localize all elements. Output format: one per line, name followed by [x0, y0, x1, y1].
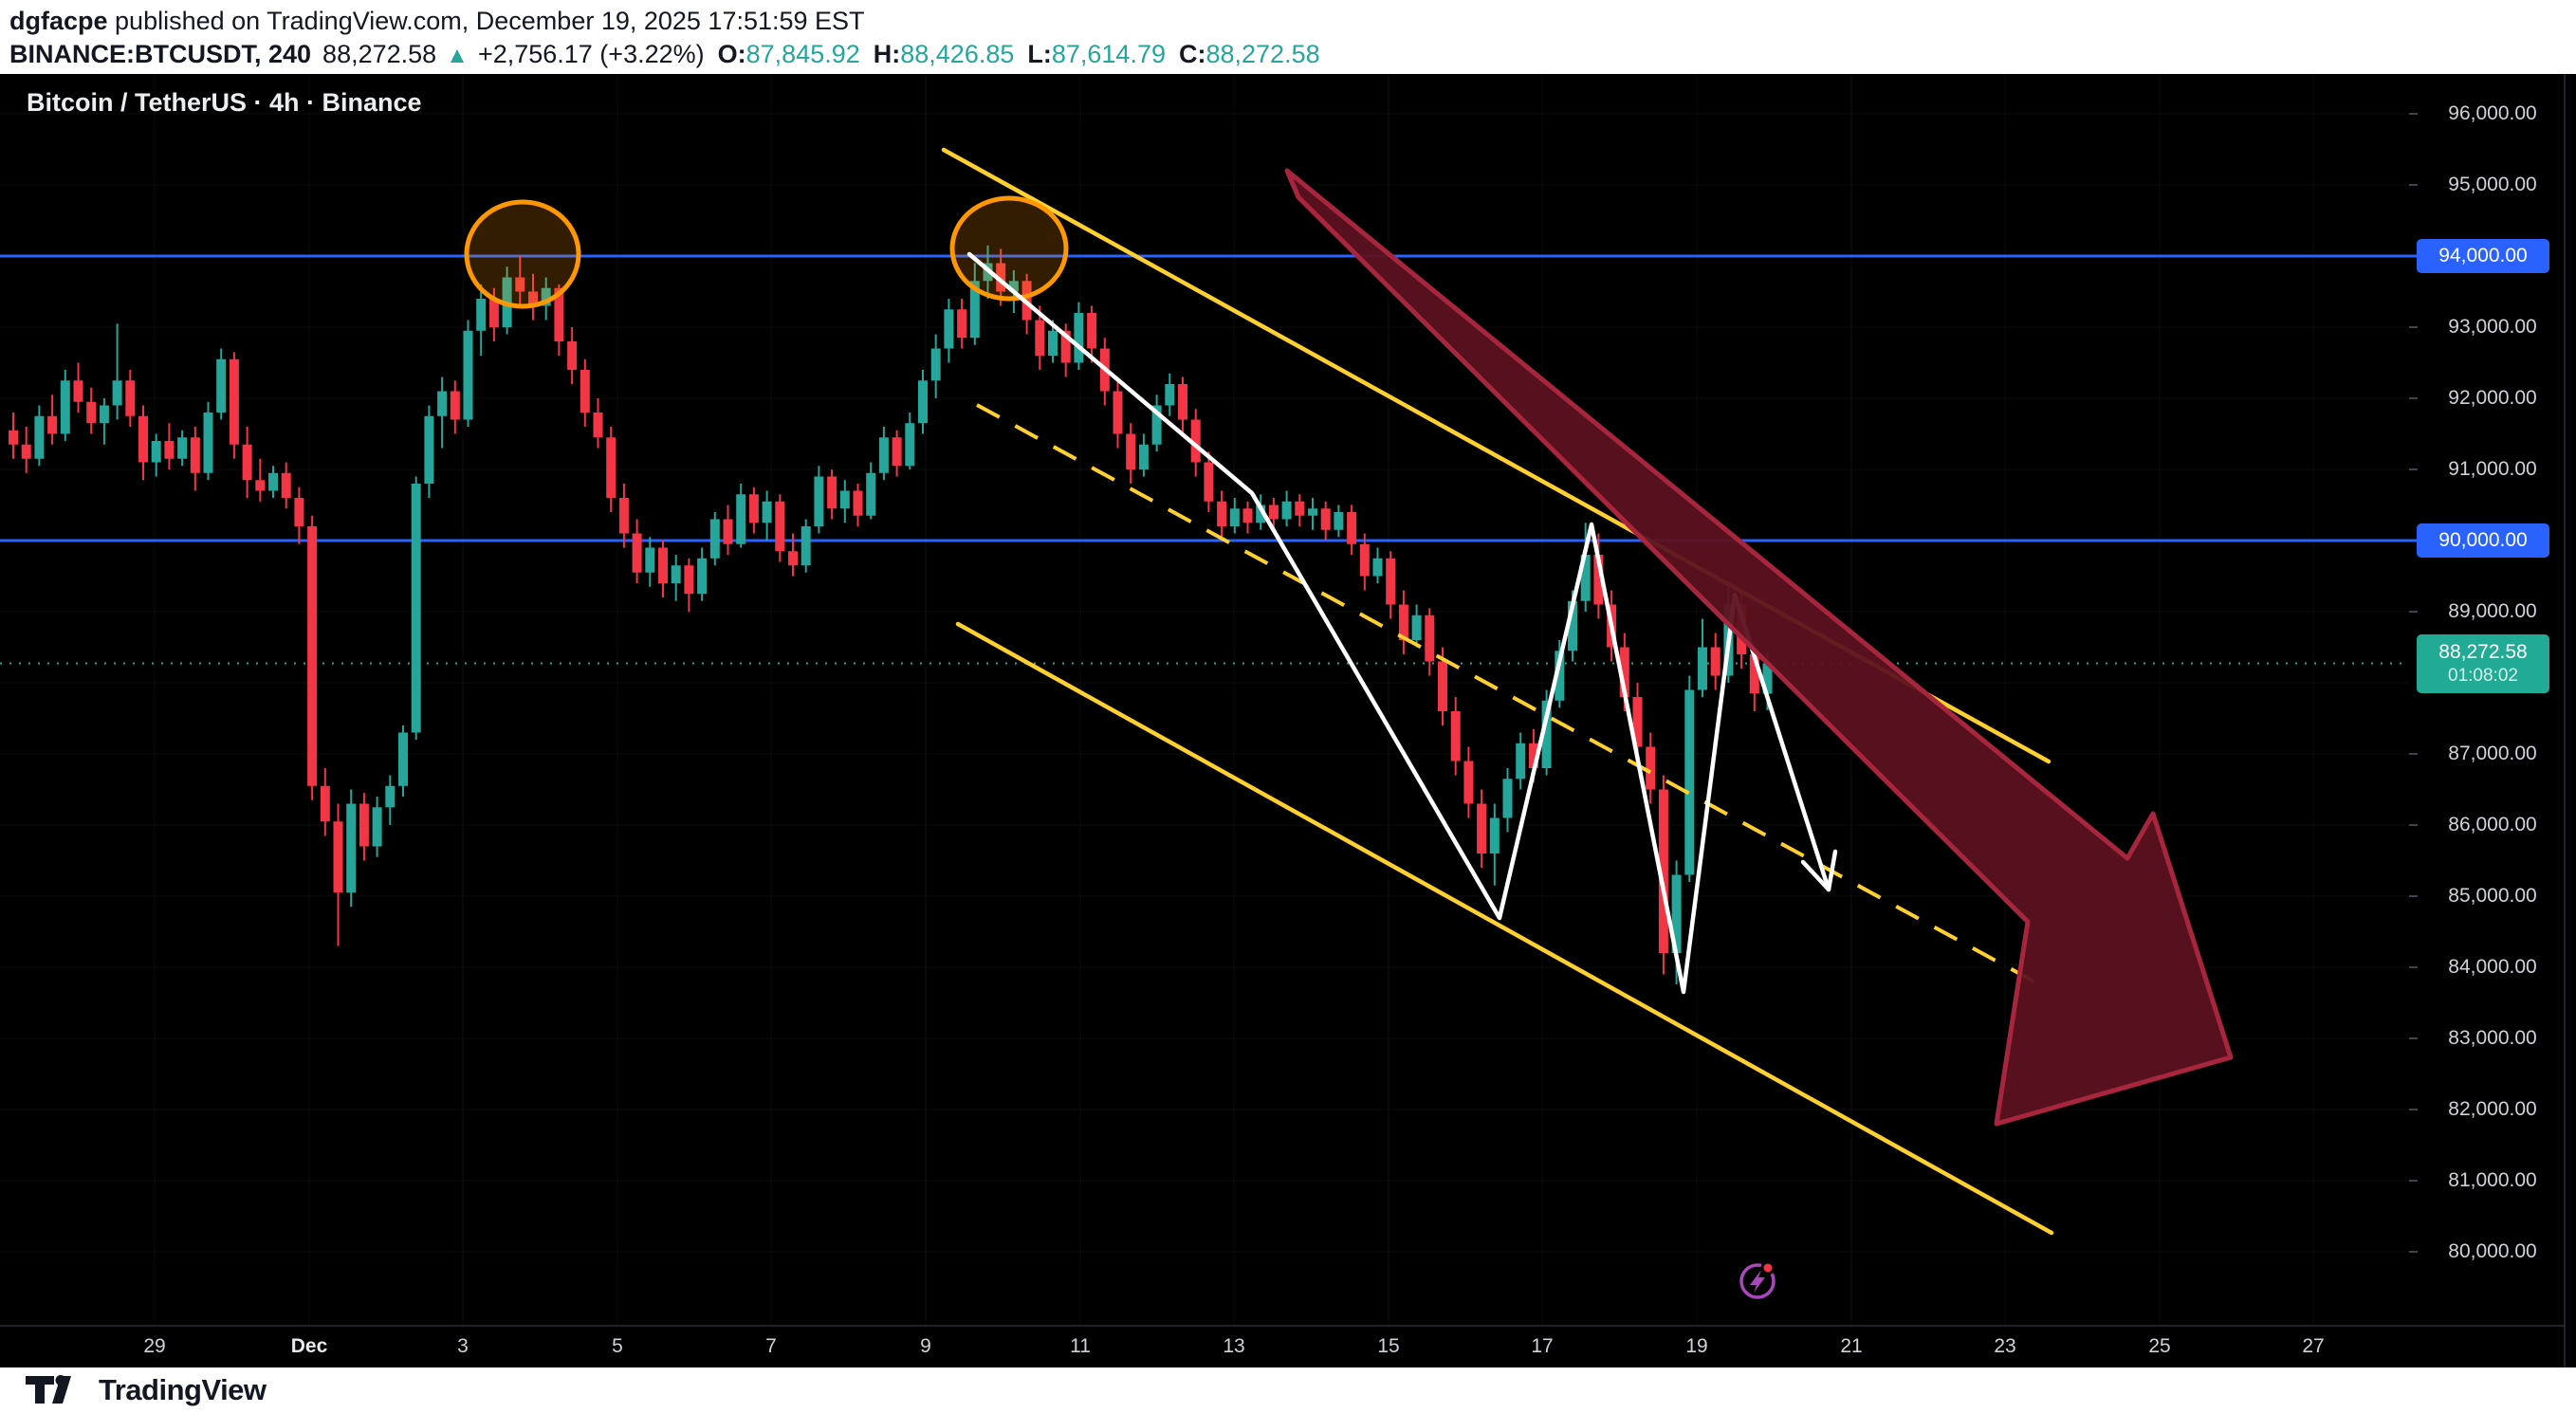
candlestick-series — [9, 245, 1773, 984]
author-name: dgfacpe — [9, 7, 108, 35]
channel-lower-line — [955, 621, 2054, 1236]
bar-countdown: 01:08:02 — [2448, 665, 2518, 686]
ohlc-value: 88,272.58 — [1205, 40, 1320, 68]
time-axis-label: 27 — [2302, 1335, 2325, 1357]
time-axis-label: 29 — [143, 1335, 166, 1357]
price-axis-label: 96,000.00 — [2448, 102, 2537, 124]
up-triangle-icon: ▲ — [446, 43, 469, 68]
channel-midline-dashed — [976, 403, 2040, 986]
time-axis-label: 5 — [612, 1335, 623, 1357]
support-price-label: 90,000.00 — [2417, 523, 2549, 558]
price-axis-label: 83,000.00 — [2448, 1027, 2537, 1049]
price-axis-label: 91,000.00 — [2448, 458, 2537, 480]
chart-pane[interactable]: Bitcoin / TetherUS · 4h · Binance 96,000… — [0, 74, 2576, 1367]
lightning-icon[interactable] — [1739, 1260, 1776, 1299]
time-axis-label: Dec — [290, 1335, 328, 1357]
price-axis-label: 95,000.00 — [2448, 174, 2537, 195]
tradingview-logo-icon[interactable] — [25, 1371, 87, 1409]
price-axis-label: 89,000.00 — [2448, 600, 2537, 622]
ohlc-key: O: — [717, 40, 746, 68]
price-axis-label: 92,000.00 — [2448, 387, 2537, 409]
ohlc-value: 88,426.85 — [900, 40, 1015, 68]
tradingview-brand[interactable]: TradingView — [99, 1373, 267, 1406]
publish-header: dgfacpe published on TradingView.com, De… — [0, 0, 2576, 74]
price-axis-label: 87,000.00 — [2448, 743, 2537, 764]
symbol-status-line: BINANCE:BTCUSDT, 240 88,272.58 ▲ +2,756.17 … — [9, 40, 1320, 69]
time-axis-label: 21 — [1840, 1335, 1863, 1357]
ohlc-values: O:87,845.92 H:88,426.85 L:87,614.79 C:88,27… — [705, 40, 1320, 68]
chart-legend: Bitcoin / TetherUS · 4h · Binance — [27, 88, 422, 117]
time-axis-label: 15 — [1377, 1335, 1400, 1357]
chart-canvas[interactable] — [0, 74, 2576, 1367]
price-axis-label: 86,000.00 — [2448, 814, 2537, 835]
time-axis-label: 3 — [457, 1335, 469, 1357]
highlight-circle-1 — [464, 199, 581, 309]
price-axis-label: 85,000.00 — [2448, 885, 2537, 907]
ohlc-value: 87,845.92 — [745, 40, 860, 68]
time-axis-label: 7 — [765, 1335, 777, 1357]
highlight-circle-2 — [949, 195, 1069, 302]
support-price-label: 94,000.00 — [2417, 239, 2549, 273]
time-axis[interactable]: 29 Dec 3 5 7 9 11 13 15 17 19 21 23 25 27 — [0, 1326, 2576, 1367]
grid-lines — [0, 74, 2409, 1326]
price-axis-label: 81,000.00 — [2448, 1169, 2537, 1191]
time-axis-label: 11 — [1070, 1335, 1091, 1357]
ohlc-key: C: — [1178, 40, 1206, 68]
time-axis-label: 13 — [1223, 1335, 1245, 1357]
price-axis[interactable]: 96,000.00 95,000.00 93,000.00 92,000.00 91,0… — [2409, 74, 2576, 1326]
price-change: +2,756.17 (+3.22%) — [477, 40, 705, 68]
ohlc-key: L: — [1027, 40, 1052, 68]
last-price: 88,272.58 — [322, 40, 437, 68]
current-price-label: 88,272.58 01:08:02 — [2417, 633, 2549, 693]
time-axis-label: 25 — [2148, 1335, 2171, 1357]
support-resistance-lines — [0, 254, 2409, 542]
ohlc-value: 87,614.79 — [1051, 40, 1166, 68]
symbol-interval: BINANCE:BTCUSDT, 240 — [9, 40, 312, 68]
red-down-arrow — [1284, 168, 2234, 1127]
ohlc-key: H: — [873, 40, 901, 68]
price-axis-label: 84,000.00 — [2448, 956, 2537, 978]
time-axis-label: 17 — [1531, 1335, 1554, 1357]
axis-borders — [0, 74, 2566, 1367]
price-axis-label: 93,000.00 — [2448, 316, 2537, 338]
publish-byline: dgfacpe published on TradingView.com, De… — [9, 9, 865, 34]
footer-bar: TradingView — [0, 1367, 2576, 1413]
price-axis-label: 82,000.00 — [2448, 1098, 2537, 1120]
time-axis-label: 9 — [920, 1335, 931, 1357]
price-axis-label: 80,000.00 — [2448, 1240, 2537, 1262]
published-text: published on TradingView.com, December 1… — [107, 7, 865, 35]
time-axis-label: 23 — [1994, 1335, 2016, 1357]
time-axis-label: 19 — [1685, 1335, 1708, 1357]
